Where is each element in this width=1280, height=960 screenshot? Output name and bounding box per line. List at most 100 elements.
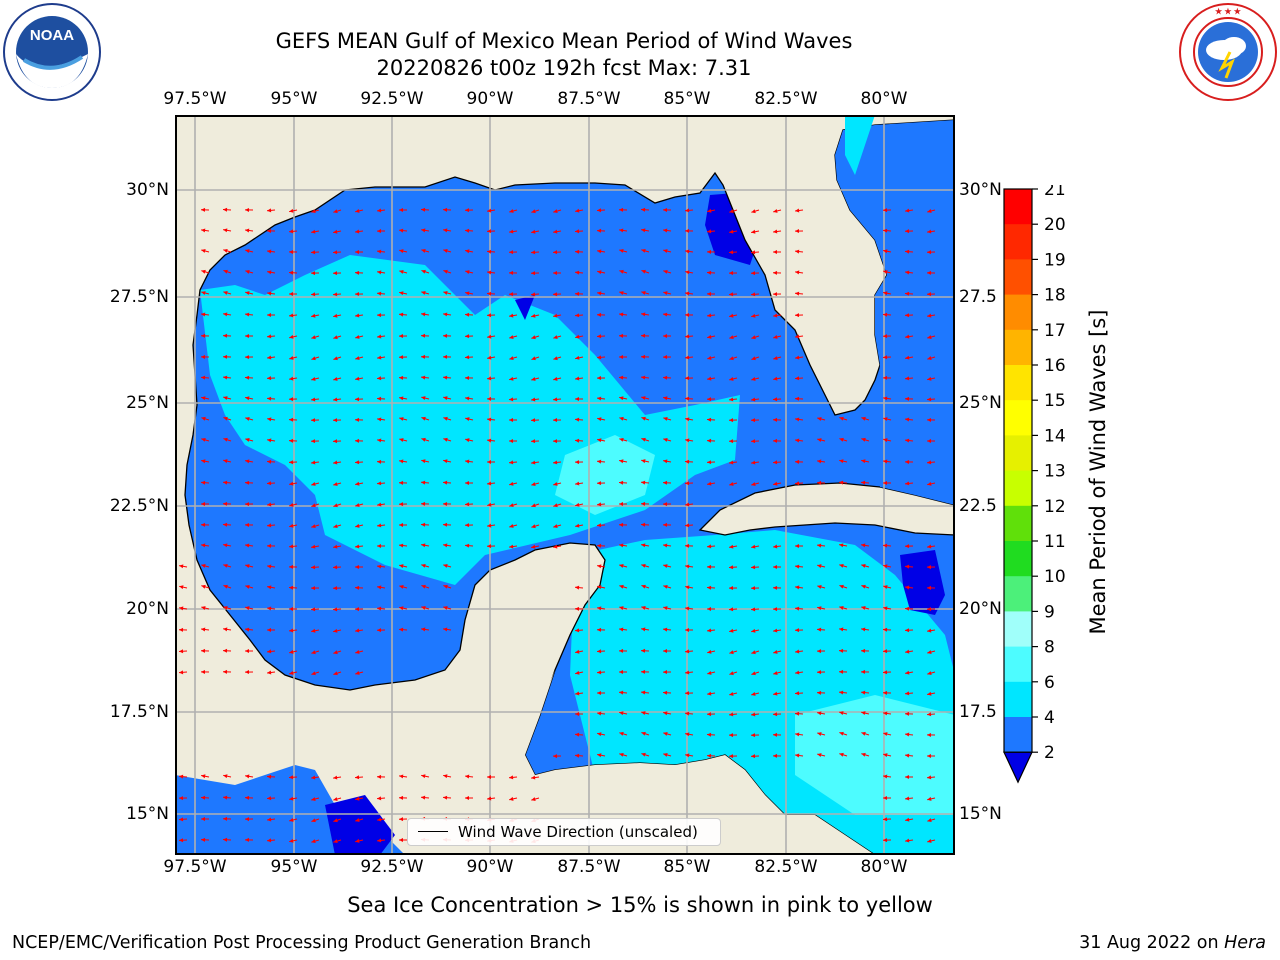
wind-direction-arrow xyxy=(289,502,298,507)
wind-direction-arrow xyxy=(904,291,914,296)
wind-direction-arrow xyxy=(486,417,496,422)
wind-direction-arrow xyxy=(882,375,892,380)
wind-direction-arrow xyxy=(772,607,782,612)
wind-direction-arrow xyxy=(860,480,870,485)
wind-direction-arrow xyxy=(905,670,914,675)
wind-direction-arrow xyxy=(817,732,826,736)
wind-direction-arrow xyxy=(509,481,518,486)
wind-direction-arrow xyxy=(442,354,452,359)
wind-direction-arrow xyxy=(179,585,188,590)
wind-direction-arrow xyxy=(267,585,276,590)
wind-direction-arrow xyxy=(574,711,584,716)
wind-direction-arrow xyxy=(531,356,540,361)
wind-direction-arrow xyxy=(883,711,892,716)
wind-direction-arrow xyxy=(332,250,342,255)
colorbar-tick-label: 14 xyxy=(1044,426,1066,446)
wind-direction-arrow xyxy=(641,290,650,295)
wind-direction-arrow xyxy=(706,249,716,254)
lon-label: 90°W xyxy=(466,89,514,109)
wind-direction-arrow xyxy=(794,459,804,464)
wind-direction-arrow xyxy=(486,291,496,296)
wind-direction-arrow xyxy=(728,292,738,297)
wind-direction-arrow xyxy=(355,503,364,507)
wind-direction-arrow xyxy=(486,544,496,549)
wind-direction-arrow xyxy=(927,335,936,339)
wind-direction-arrow xyxy=(399,564,408,569)
wind-direction-arrow xyxy=(729,628,738,633)
wind-direction-arrow xyxy=(333,650,342,655)
wind-direction-arrow xyxy=(464,502,474,507)
wind-direction-arrow xyxy=(288,460,298,465)
wind-direction-arrow xyxy=(773,356,782,360)
wind-direction-arrow xyxy=(421,627,430,632)
wind-direction-arrow xyxy=(839,731,848,736)
wind-direction-arrow xyxy=(376,291,386,296)
wind-direction-arrow xyxy=(596,543,606,548)
wind-direction-arrow xyxy=(817,459,826,464)
wind-direction-arrow xyxy=(201,627,210,632)
wind-direction-arrow xyxy=(377,438,386,443)
wind-direction-arrow xyxy=(927,818,936,823)
wind-direction-arrow xyxy=(553,524,562,528)
wind-direction-arrow xyxy=(553,209,562,213)
wind-direction-arrow xyxy=(882,208,892,213)
wind-direction-arrow xyxy=(311,839,320,844)
wind-direction-arrow xyxy=(882,480,892,485)
wind-direction-arrow xyxy=(618,648,628,653)
wind-direction-arrow xyxy=(465,396,474,401)
wind-direction-arrow xyxy=(266,796,276,801)
wind-direction-arrow xyxy=(574,606,584,611)
wind-direction-arrow xyxy=(222,333,232,338)
wind-direction-arrow xyxy=(706,585,716,590)
wind-direction-arrow xyxy=(751,460,760,465)
wind-direction-arrow xyxy=(684,523,694,528)
wind-direction-arrow xyxy=(684,649,694,654)
wind-direction-arrow xyxy=(662,355,672,360)
wind-direction-arrow xyxy=(861,752,870,757)
wind-direction-arrow xyxy=(201,291,210,295)
wind-direction-arrow xyxy=(861,459,870,464)
wind-direction-arrow xyxy=(882,670,892,675)
wind-direction-arrow xyxy=(355,628,364,633)
wind-direction-arrow xyxy=(795,417,804,422)
wind-direction-arrow xyxy=(443,584,452,589)
wind-direction-arrow xyxy=(904,459,914,464)
wind-direction-arrow xyxy=(442,480,452,485)
wind-direction-arrow xyxy=(662,648,672,653)
wind-direction-arrow xyxy=(728,250,738,255)
colorbar-segment xyxy=(1004,646,1032,683)
svg-text:★ ★ ★: ★ ★ ★ xyxy=(1215,7,1242,16)
wind-direction-arrow xyxy=(839,752,848,757)
wind-direction-arrow xyxy=(266,649,276,654)
wind-direction-arrow xyxy=(619,437,628,442)
wind-direction-arrow xyxy=(244,543,254,548)
wind-direction-arrow xyxy=(443,228,452,233)
wind-direction-arrow xyxy=(310,397,320,402)
wind-direction-arrow xyxy=(442,795,452,800)
wind-direction-arrow xyxy=(729,691,738,696)
wind-direction-arrow xyxy=(399,585,408,589)
wind-direction-arrow xyxy=(420,354,430,359)
wind-direction-arrow xyxy=(311,818,320,823)
wind-direction-arrow xyxy=(355,356,364,360)
wind-direction-arrow xyxy=(684,627,694,632)
wind-direction-arrow xyxy=(399,459,408,464)
wind-direction-arrow xyxy=(707,649,716,654)
wind-direction-arrow xyxy=(772,250,782,255)
wind-direction-arrow xyxy=(531,209,540,214)
wind-direction-arrow xyxy=(816,627,826,632)
wind-direction-arrow xyxy=(355,796,364,801)
wind-direction-arrow xyxy=(816,670,826,675)
wind-direction-arrow xyxy=(729,544,738,549)
wind-direction-arrow xyxy=(618,333,628,338)
wind-direction-arrow xyxy=(486,396,496,401)
wind-direction-arrow xyxy=(486,270,496,275)
wind-direction-arrow xyxy=(662,502,672,507)
wind-direction-arrow xyxy=(288,397,298,402)
lon-label: 80°W xyxy=(860,89,908,109)
wind-direction-arrow xyxy=(355,208,364,213)
wind-direction-arrow xyxy=(663,291,672,296)
colorbar-segment xyxy=(1004,541,1032,577)
wind-direction-arrow xyxy=(861,731,870,736)
wind-direction-arrow xyxy=(904,585,914,590)
